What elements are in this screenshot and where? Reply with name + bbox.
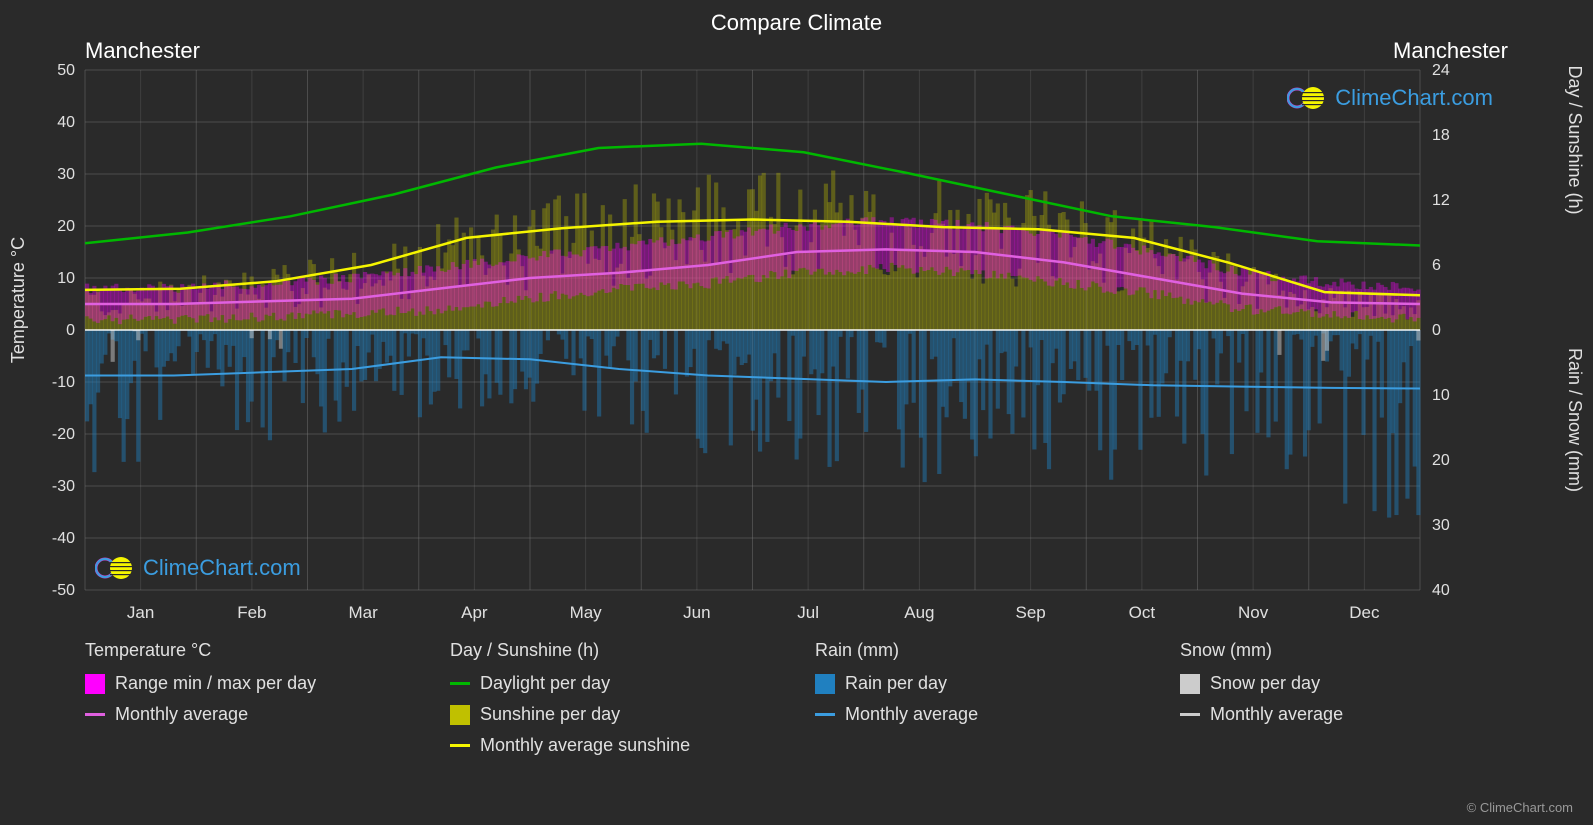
legend-group: Day / Sunshine (h) Daylight per day Sunshi… — [450, 640, 755, 766]
svg-text:Jan: Jan — [127, 603, 154, 622]
y-axis-right-bottom-label: Rain / Snow (mm) — [1564, 348, 1585, 492]
legend-group: Snow (mm) Snow per day Monthly average — [1180, 640, 1485, 766]
legend-line-icon — [450, 682, 470, 685]
svg-text:-10: -10 — [52, 374, 75, 391]
legend-line-icon — [85, 713, 105, 716]
svg-text:-20: -20 — [52, 426, 75, 443]
legend-group-title: Rain (mm) — [815, 640, 1120, 661]
svg-text:6: 6 — [1432, 257, 1441, 274]
svg-text:30: 30 — [57, 166, 75, 183]
legend-swatch-icon — [815, 674, 835, 694]
watermark-text: ClimeChart.com — [143, 555, 301, 581]
legend-item: Rain per day — [815, 673, 1120, 694]
legend-item-label: Monthly average — [1210, 704, 1343, 725]
legend-group: Temperature °C Range min / max per day Mon… — [85, 640, 390, 766]
watermark-text: ClimeChart.com — [1335, 85, 1493, 111]
svg-text:20: 20 — [57, 218, 75, 235]
legend-item: Monthly average — [815, 704, 1120, 725]
legend-swatch-icon — [450, 705, 470, 725]
location-right-label: Manchester — [1393, 38, 1508, 64]
svg-text:24: 24 — [1432, 62, 1450, 79]
chart-svg: 50403020100-10-20-30-40-5024181260102030… — [85, 70, 1420, 630]
legend-group-title: Day / Sunshine (h) — [450, 640, 755, 661]
svg-text:Feb: Feb — [237, 603, 266, 622]
legend-item: Sunshine per day — [450, 704, 755, 725]
svg-text:30: 30 — [1432, 517, 1450, 534]
svg-text:20: 20 — [1432, 452, 1450, 469]
svg-text:Sep: Sep — [1016, 603, 1046, 622]
legend-item-label: Snow per day — [1210, 673, 1320, 694]
copyright-text: © ClimeChart.com — [1467, 800, 1573, 815]
legend-area: Temperature °C Range min / max per day Mon… — [85, 640, 1485, 766]
legend-swatch-icon — [85, 674, 105, 694]
legend-item: Monthly average — [1180, 704, 1485, 725]
legend-item: Daylight per day — [450, 673, 755, 694]
svg-text:40: 40 — [1432, 582, 1450, 599]
legend-item: Snow per day — [1180, 673, 1485, 694]
legend-item: Monthly average — [85, 704, 390, 725]
legend-line-icon — [450, 744, 470, 747]
location-left-label: Manchester — [85, 38, 200, 64]
climechart-logo-icon — [1287, 85, 1327, 111]
svg-text:0: 0 — [66, 322, 75, 339]
legend-group: Rain (mm) Rain per day Monthly average — [815, 640, 1120, 766]
svg-text:Aug: Aug — [904, 603, 934, 622]
svg-text:50: 50 — [57, 62, 75, 79]
svg-text:0: 0 — [1432, 322, 1441, 339]
legend-line-icon — [1180, 713, 1200, 716]
legend-item-label: Range min / max per day — [115, 673, 316, 694]
legend-item: Range min / max per day — [85, 673, 390, 694]
svg-text:-40: -40 — [52, 530, 75, 547]
legend-group-title: Snow (mm) — [1180, 640, 1485, 661]
svg-text:40: 40 — [57, 114, 75, 131]
svg-text:-30: -30 — [52, 478, 75, 495]
svg-text:Dec: Dec — [1349, 603, 1380, 622]
svg-text:Oct: Oct — [1129, 603, 1156, 622]
svg-text:10: 10 — [1432, 387, 1450, 404]
watermark-top-right: ClimeChart.com — [1287, 85, 1493, 111]
svg-text:Mar: Mar — [348, 603, 378, 622]
climechart-logo-icon — [95, 555, 135, 581]
chart-container: Compare Climate Manchester Manchester Te… — [0, 0, 1593, 825]
legend-item-label: Daylight per day — [480, 673, 610, 694]
svg-text:Jun: Jun — [683, 603, 710, 622]
legend-item-label: Monthly average — [115, 704, 248, 725]
svg-text:Apr: Apr — [461, 603, 488, 622]
legend-item: Monthly average sunshine — [450, 735, 755, 756]
svg-text:12: 12 — [1432, 192, 1450, 209]
y-axis-left-label: Temperature °C — [8, 237, 29, 363]
svg-text:10: 10 — [57, 270, 75, 287]
legend-group-title: Temperature °C — [85, 640, 390, 661]
svg-text:May: May — [570, 603, 603, 622]
legend-item-label: Rain per day — [845, 673, 947, 694]
svg-text:-50: -50 — [52, 582, 75, 599]
y-axis-right-top-label: Day / Sunshine (h) — [1564, 65, 1585, 214]
svg-text:18: 18 — [1432, 127, 1450, 144]
legend-swatch-icon — [1180, 674, 1200, 694]
legend-item-label: Monthly average sunshine — [480, 735, 690, 756]
chart-plot-area: 50403020100-10-20-30-40-5024181260102030… — [85, 70, 1420, 590]
legend-item-label: Monthly average — [845, 704, 978, 725]
legend-item-label: Sunshine per day — [480, 704, 620, 725]
watermark-bottom-left: ClimeChart.com — [95, 555, 301, 581]
legend-line-icon — [815, 713, 835, 716]
chart-title: Compare Climate — [0, 0, 1593, 36]
svg-text:Nov: Nov — [1238, 603, 1269, 622]
svg-text:Jul: Jul — [797, 603, 819, 622]
